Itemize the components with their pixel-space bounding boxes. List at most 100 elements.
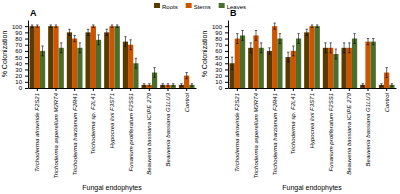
tick: Control [384,88,390,112]
tick-mark [25,88,28,89]
tick-mark [225,69,228,70]
error-cap [172,83,174,84]
tick: 80 [15,36,28,42]
error-line [154,68,155,78]
error-bar [60,43,62,53]
tick: 10 [15,79,28,85]
error-bar [116,25,118,27]
error-cap [287,52,289,53]
bar [328,48,333,88]
tick-label: Beauveria bassiana G1LU3 [165,92,171,166]
bar [371,42,376,88]
error-line [368,39,369,45]
error-cap [92,24,94,25]
tick: Trichoderma harzianum F2R41 [272,88,278,176]
error-line [317,25,318,27]
tick-label: Trichoderma sp. F2L41 [90,93,96,155]
tick: Beauveria bassiana G1LU3 [365,88,371,166]
error-line [306,29,307,35]
error-line [88,29,89,35]
error-cap [292,55,294,56]
error-bar [162,84,164,86]
error-cap [73,41,75,42]
tick: Trichoderma asperellum M2RT4 [253,88,259,178]
tick-label: 60 [215,48,222,54]
error-bar [36,25,38,27]
tick-label: Control [384,92,390,112]
tick-label: Trichoderma asperellum M2RT4 [253,92,259,178]
bar [347,48,352,88]
error-cap [36,24,38,25]
tick-label: Hypocrea lixii F3ST1 [309,93,315,148]
panel-title: A [30,8,37,18]
error-cap [79,42,81,43]
tick: Control [184,88,190,112]
error-bar [367,39,369,45]
error-line [362,84,363,86]
error-line [373,39,374,45]
error-bar [97,35,99,45]
error-line [237,34,238,44]
legend-swatch [154,3,160,8]
tick-label: 10 [215,79,222,85]
tick-mark [225,63,228,64]
x-axis-title: Fungal endophytes [282,184,342,192]
error-line [191,84,192,86]
tick-mark [56,88,57,91]
error-line [391,84,392,86]
tick-mark [274,88,275,91]
error-cap [391,86,393,87]
bar [248,48,253,88]
error-cap [55,24,57,25]
tick: 0 [219,85,228,91]
tick-mark [368,88,369,91]
tick: Trichoderma asperellum M2RT4 [53,88,59,178]
error-cap [185,78,187,79]
error-bar [372,39,374,45]
tick-mark [74,88,75,91]
bar [323,48,328,88]
tick: 0 [19,85,28,91]
tick-label: 60 [15,48,22,54]
error-cap [255,40,257,41]
tick-label: 0 [19,85,23,91]
error-bar [391,84,393,86]
error-line [32,25,33,27]
error-line [186,73,187,79]
error-cap [372,44,374,45]
bar [333,54,338,88]
tick-mark [25,26,28,27]
tick-mark [312,88,313,91]
y-axis-title: % Colonization [201,31,208,78]
error-cap [279,33,281,34]
error-cap [353,43,355,44]
error-cap [372,38,374,39]
error-cap [135,68,137,69]
error-cap [241,30,243,31]
tick-mark [256,88,257,91]
error-bar [111,25,113,27]
tick: Fusarium proliferatum F2SS1 [128,88,134,171]
error-bar [241,31,243,41]
error-line [349,43,350,53]
error-cap [106,29,108,30]
legend: RootsStemsLeaves [154,3,246,10]
bar [277,39,282,88]
bar [35,26,40,88]
error-cap [391,83,393,84]
bar [272,26,277,88]
error-bar [380,84,382,86]
error-cap [31,27,33,28]
tick: 20 [15,73,28,79]
error-cap [297,33,299,34]
error-bar [129,40,131,50]
plot-area [29,25,194,88]
bar [40,51,45,88]
error-bar [311,25,313,27]
bar [77,48,82,88]
tick-label: 30 [15,67,22,73]
tick-label: 20 [215,73,222,79]
error-cap [50,27,52,28]
bar [296,39,301,88]
error-bar [255,31,257,41]
